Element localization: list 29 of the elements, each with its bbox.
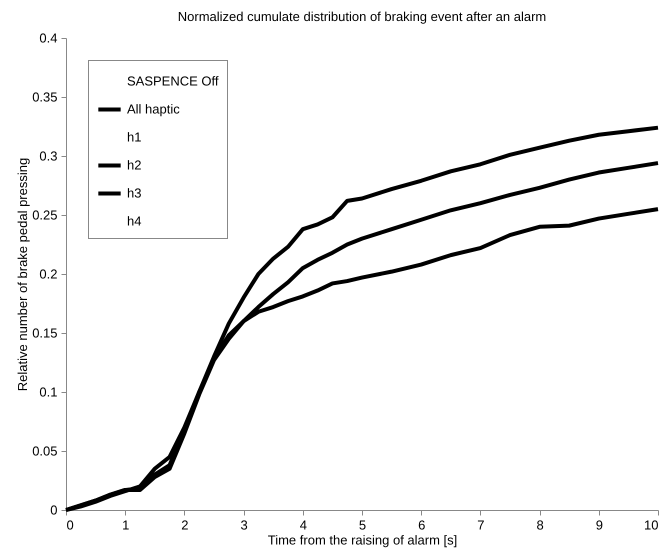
x-tick-label: 6 <box>418 518 426 532</box>
text: h4 <box>127 214 142 228</box>
x-tick-label: 1 <box>122 518 130 532</box>
x-tick-label: 3 <box>240 518 248 532</box>
y-tick-label: 0.05 <box>32 444 58 458</box>
x-tick-label: 8 <box>536 518 544 532</box>
chart-title: Normalized cumulate distribution of braking event after an alarm <box>178 9 546 24</box>
y-tick-label: 0.25 <box>32 208 58 222</box>
y-tick-label: 0.4 <box>39 30 58 46</box>
x-tick-label: 7 <box>477 518 485 532</box>
x-tick-label: 5 <box>358 518 366 532</box>
y-axis-title: Relative number of brake pedal pressing <box>15 158 30 392</box>
x-axis-title: Time from the raising of alarm [s] <box>268 532 458 548</box>
y-tick-label: 0.2 <box>39 266 58 282</box>
text: SASPENCE Off <box>127 74 219 88</box>
y-tick-label: 0.35 <box>32 90 58 104</box>
legend-label: h3 <box>127 186 142 200</box>
x-tick-label: 4 <box>300 518 307 532</box>
y-tick-label: 0.3 <box>39 148 58 164</box>
text: h1 <box>127 130 142 144</box>
y-tick-label: 0 <box>50 502 58 518</box>
x-tick-label: 0 <box>66 518 74 532</box>
x-tick-label: 2 <box>181 518 189 532</box>
x-tick-label: 9 <box>596 518 603 532</box>
legend-label: h2 <box>127 158 142 172</box>
legend-label: All haptic <box>127 102 180 116</box>
x-tick-label: 10 <box>644 518 658 532</box>
y-tick-label: 0.15 <box>32 326 58 340</box>
y-tick-label: 0.1 <box>39 384 58 400</box>
